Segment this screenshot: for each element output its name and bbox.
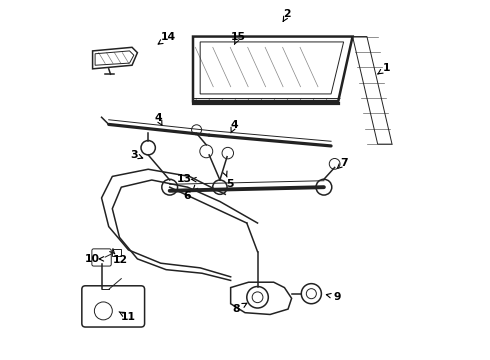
Text: 4: 4 xyxy=(230,121,238,130)
Text: 3: 3 xyxy=(130,150,138,160)
Bar xyxy=(112,249,121,256)
Text: 5: 5 xyxy=(226,179,234,189)
Text: 11: 11 xyxy=(121,312,136,322)
Text: 14: 14 xyxy=(161,32,176,42)
Text: 13: 13 xyxy=(177,174,192,184)
Text: 4: 4 xyxy=(154,113,162,123)
Text: 6: 6 xyxy=(183,191,191,201)
Text: 8: 8 xyxy=(233,304,240,314)
Text: 15: 15 xyxy=(230,32,245,42)
Text: 1: 1 xyxy=(383,63,391,73)
Text: 12: 12 xyxy=(113,255,128,265)
Text: 2: 2 xyxy=(284,9,291,19)
Text: 10: 10 xyxy=(85,254,100,264)
Text: 9: 9 xyxy=(334,292,341,302)
Text: 7: 7 xyxy=(340,158,347,168)
